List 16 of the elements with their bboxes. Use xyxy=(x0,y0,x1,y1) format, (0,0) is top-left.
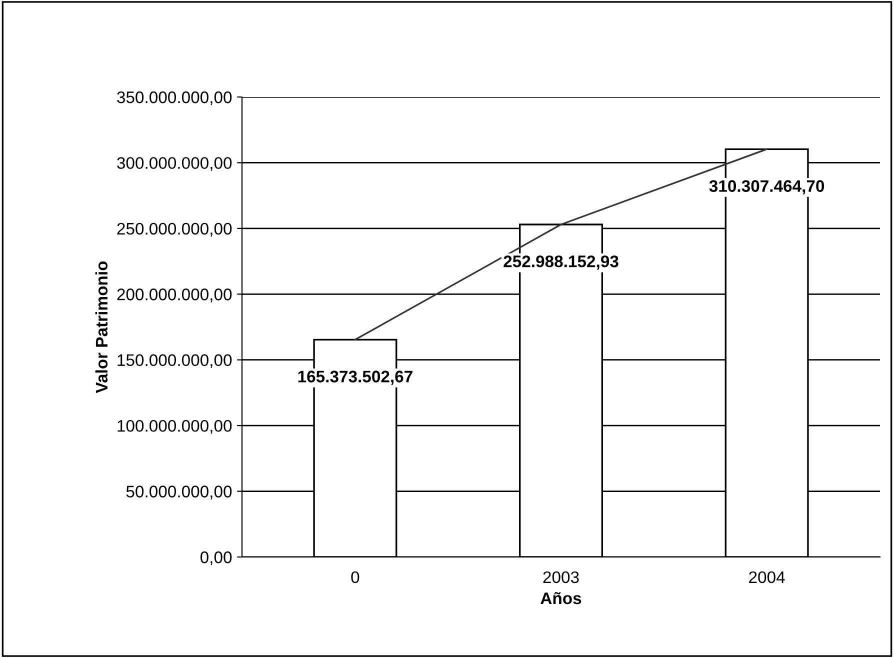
y-tick-label: 300.000.000,00 xyxy=(117,157,232,171)
data-label: 310.307.464,70 xyxy=(709,180,824,194)
y-tick-label: 200.000.000,00 xyxy=(117,288,232,302)
x-axis-title: Años xyxy=(540,592,582,604)
data-label: 252.988.152,93 xyxy=(504,255,618,270)
y-tick-label: 350.000.000,00 xyxy=(117,91,232,106)
y-tick-label: 100.000.000,00 xyxy=(118,420,232,434)
y-axis-title: Valor Patrimonio xyxy=(95,261,108,394)
y-tick-label: 50.000.000,00 xyxy=(126,486,232,500)
y-tick-label: 0,00 xyxy=(200,551,232,566)
x-tick-label: 2003 xyxy=(543,571,579,584)
x-tick-label: 2004 xyxy=(749,571,785,584)
y-tick-label: 150.000.000,00 xyxy=(118,354,232,368)
data-label: 165.373.502,67 xyxy=(298,370,412,385)
y-tick-label: 250.000.000,00 xyxy=(117,222,232,237)
x-tick-label: 0 xyxy=(351,571,360,584)
